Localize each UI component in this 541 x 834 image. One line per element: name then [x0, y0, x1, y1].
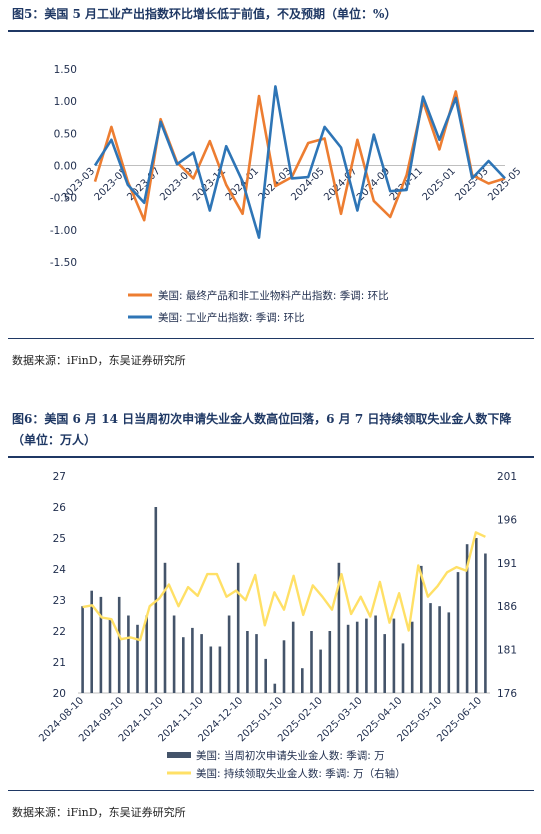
chart2-bar [401, 643, 405, 693]
chart2-bar [447, 612, 451, 693]
chart1-y-tick-label: 0.00 [54, 161, 77, 173]
chart2-legend-label-line: 美国: 持续领取失业金人数: 季调: 万（右轴） [196, 767, 406, 780]
chart2-bar [236, 562, 240, 693]
chart2-bar [200, 634, 203, 693]
chart2-y-left-tick-label: 20 [53, 688, 66, 700]
chart1-y-tick-label: 1.00 [54, 96, 77, 108]
chart2-bar [182, 637, 185, 693]
chart2-bar [374, 615, 377, 693]
figure2-top-rule [8, 456, 534, 458]
chart1-legend-label-2: 美国: 工业产出指数: 季调: 环比 [158, 311, 305, 324]
figure1-title: 图5：美国 5 月工业产出指数环比增长低于前值，不及预期（单位：%） [12, 7, 397, 21]
chart2-bar [310, 631, 313, 693]
chart2-y-left-tick-label: 25 [53, 533, 66, 545]
chart2-bar [328, 631, 332, 693]
chart2-y-right-tick-label: 176 [497, 688, 517, 700]
chart2-bar [346, 624, 350, 693]
chart2-bar [301, 668, 304, 693]
chart2-bar [429, 603, 432, 693]
chart1-series-line-2 [93, 85, 506, 239]
figure2-source: 数据来源：iFinD，东吴证券研究所 [12, 806, 186, 819]
chart2-bar [264, 658, 267, 693]
chart2-bar [438, 606, 441, 693]
chart1-series-line-1 [93, 90, 506, 222]
chart1-y-tick-label: -1.00 [50, 225, 77, 237]
chart1-x-tick-label: 2025-01 [421, 166, 458, 203]
chart2-bar [191, 627, 194, 693]
figure2-bottom-rule [8, 790, 534, 791]
figure1-top-rule [8, 30, 534, 32]
chart2-bar [319, 649, 322, 693]
chart2-bar [108, 618, 112, 693]
chart2-bar [420, 565, 423, 693]
chart2-y-left-tick-label: 21 [53, 657, 66, 669]
chart2-bar [337, 562, 341, 693]
chart2-bar [227, 615, 231, 693]
chart2-bar [90, 590, 93, 693]
chart2-y-right-tick-label: 196 [497, 514, 517, 526]
chart2-y-left-tick-label: 23 [53, 595, 66, 607]
chart2-bar [127, 615, 130, 693]
chart2-legend-label-bar: 美国: 当周初次申请失业金人数: 季调: 万 [196, 749, 385, 762]
chart2-bar [209, 646, 213, 693]
chart2-y-left-tick-label: 26 [53, 502, 67, 514]
chart2-y-left-tick-label: 27 [53, 471, 66, 483]
chart2-bar [163, 562, 167, 693]
chart2-bar [273, 683, 277, 693]
chart2-bar [218, 646, 222, 693]
chart1-y-tick-label: 0.50 [54, 128, 77, 140]
chart2-bar [456, 572, 460, 693]
chart2-bar [484, 553, 487, 693]
chart2-series-line [82, 531, 486, 642]
chart2-bar [383, 634, 386, 693]
chart2-y-right-tick-label: 186 [497, 601, 517, 613]
chart2-bar [291, 621, 295, 693]
chart2-bar [172, 615, 176, 693]
chart2-bar [410, 621, 414, 693]
chart2-y-right-tick-label: 191 [497, 558, 517, 570]
chart1-y-tick-label: 1.50 [54, 64, 77, 76]
chart2-bar [145, 615, 148, 693]
chart2-bar [475, 538, 478, 693]
chart2-bar [81, 606, 84, 693]
chart1-x-tick-label: 2023-09 [158, 166, 195, 203]
chart2-y-right-tick-label: 181 [497, 645, 517, 657]
chart2-y-left-tick-label: 22 [53, 626, 66, 638]
chart2-bar-line-chart: 27262524232221202011961911861811762024-0… [37, 471, 517, 780]
figure1-bottom-rule [8, 338, 534, 339]
chart2-bar [246, 631, 249, 693]
chart2-y-right-tick-label: 201 [497, 471, 517, 483]
figure1-source: 数据来源：iFinD，东吴证券研究所 [12, 354, 186, 367]
chart2-y-left-tick-label: 24 [53, 564, 67, 576]
chart2-bar [392, 618, 396, 693]
chart1-x-tick-label: 2025-05 [486, 166, 523, 203]
chart2-bar [365, 618, 368, 693]
chart2-bar [465, 544, 469, 693]
chart1-y-tick-label: -0.50 [50, 193, 77, 205]
chart1-line-chart: 1.501.000.500.00-0.50-1.00-1.502023-0320… [50, 64, 524, 324]
chart2-bar [282, 640, 286, 693]
chart1-y-tick-label: -1.50 [50, 257, 77, 269]
chart2-bar [255, 634, 258, 693]
chart2-bar [355, 621, 359, 693]
chart1-legend-label-1: 美国: 最终产品和非工业物料产出指数: 季调: 环比 [158, 289, 389, 302]
chart2-bar [99, 596, 103, 693]
chart2-bar [117, 596, 121, 693]
chart2-legend-swatch-bar [167, 752, 191, 758]
figure2-title: 图6：美国 6 月 14 日当周初次申请失业金人数高位回落，6 月 7 日持续领… [12, 412, 512, 447]
chart2-bar [136, 624, 139, 693]
